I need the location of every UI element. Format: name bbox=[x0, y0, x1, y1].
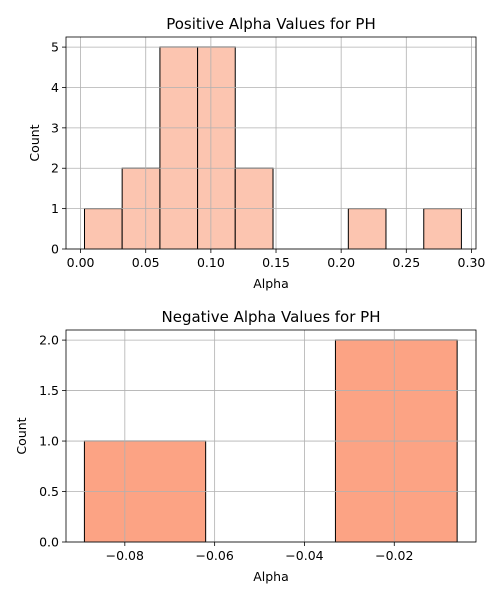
x-tick-label: −0.06 bbox=[195, 548, 233, 563]
y-tick-label: 2.0 bbox=[39, 333, 59, 348]
x-axis-label: Alpha bbox=[253, 569, 289, 584]
x-tick-label: 0.25 bbox=[392, 255, 420, 270]
x-tick-label: 0.05 bbox=[132, 255, 160, 270]
y-tick-label: 0.0 bbox=[39, 535, 59, 550]
axes-frame bbox=[65, 36, 477, 250]
subplot-1: 0.00 0.05 0.10 0.15 0.20 0.25 0.30 0 1 2 3 4 5 Positi… bbox=[27, 15, 485, 291]
x-tick-label: 0.10 bbox=[197, 255, 225, 270]
y-tick-label: 4 bbox=[51, 80, 59, 95]
y-axis-label: Count bbox=[14, 417, 29, 454]
x-axis-label: Alpha bbox=[253, 276, 289, 291]
axes-frame bbox=[65, 329, 477, 543]
y-tick-label: 1.0 bbox=[39, 434, 59, 449]
x-tick-label: 0.20 bbox=[327, 255, 355, 270]
y-tick-label: 1.5 bbox=[39, 383, 59, 398]
x-tick-label: −0.08 bbox=[106, 548, 144, 563]
x-tick-label: 0.00 bbox=[67, 255, 95, 270]
y-tick-label: 1 bbox=[51, 201, 59, 216]
histogram-bar bbox=[347, 208, 387, 250]
y-tick-label: 3 bbox=[51, 120, 59, 135]
histogram-bar bbox=[197, 46, 236, 250]
chart-title: Negative Alpha Values for PH bbox=[162, 308, 381, 326]
histogram-bar bbox=[84, 208, 123, 250]
y-tick-label: 2 bbox=[51, 161, 59, 176]
subplot-2: −0.08 −0.06 −0.04 −0.02 0.0 0.5 1.0 1.5 2.0 Negat… bbox=[14, 308, 477, 584]
x-tick-label: 0.15 bbox=[262, 255, 290, 270]
y-tick-label: 0.5 bbox=[39, 484, 59, 499]
x-tick-label: −0.04 bbox=[285, 548, 323, 563]
y-tick-label: 0 bbox=[51, 242, 59, 257]
x-tick-label: 0.30 bbox=[458, 255, 486, 270]
histogram-bar bbox=[423, 208, 462, 250]
y-axis-label: Count bbox=[27, 124, 42, 161]
histogram-bar bbox=[159, 46, 199, 250]
chart-title: Positive Alpha Values for PH bbox=[166, 15, 376, 33]
x-tick-label: −0.02 bbox=[375, 548, 413, 563]
y-tick-label: 5 bbox=[51, 40, 59, 55]
